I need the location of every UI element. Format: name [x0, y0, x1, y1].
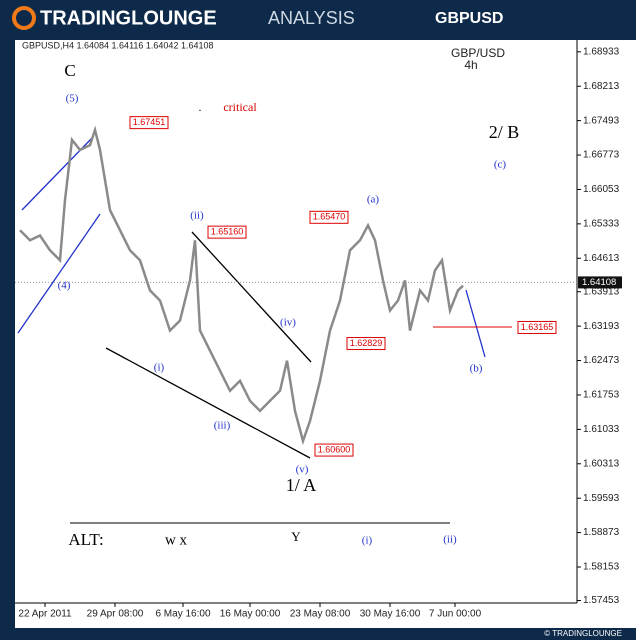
price-label: 1.63165	[521, 322, 554, 332]
x-tick-label: 29 Apr 08:00	[87, 609, 144, 620]
wave-label: (v)	[296, 464, 309, 476]
symbol: GBPUSD	[435, 10, 503, 27]
x-tick-label: 6 May 16:00	[155, 609, 210, 620]
wave-label: w x	[165, 532, 188, 548]
wave-label: ALT:	[68, 530, 103, 549]
x-tick-label: 16 May 00:00	[220, 609, 281, 620]
y-tick-label: 1.65333	[583, 218, 620, 229]
price-box	[129, 116, 169, 130]
current-price-label: 1.64108	[582, 277, 616, 288]
price-label: 1.65470	[313, 212, 346, 222]
wave-label: (5)	[66, 93, 79, 105]
wave-label: (i)	[154, 362, 165, 374]
trend-line	[17, 213, 101, 334]
price-box	[207, 225, 247, 239]
y-tick-label: 1.64613	[583, 253, 620, 264]
y-tick-label: 1.67493	[583, 115, 620, 126]
x-tick-label: 7 Jun 00:00	[429, 609, 482, 620]
wave-label: (iii)	[214, 420, 231, 432]
price-box	[517, 320, 557, 334]
axis-area	[577, 40, 636, 628]
y-tick-label: 1.66773	[583, 150, 620, 161]
price-box	[346, 337, 386, 351]
y-tick-label: 1.66053	[583, 184, 620, 195]
wave-label: C	[64, 61, 75, 80]
logo-icon	[12, 6, 36, 30]
axis-area-x	[15, 603, 577, 628]
brand-suffix: ANALYSIS	[268, 8, 355, 28]
plot-area	[15, 40, 577, 603]
x-tick-label: 22 Apr 2011	[18, 609, 72, 620]
price-label: 1.60600	[318, 444, 351, 454]
trend-line	[191, 231, 312, 363]
wave-label: (c)	[494, 159, 507, 171]
price-line	[19, 125, 464, 446]
y-tick-label: 1.63193	[583, 321, 620, 332]
price-label: 1.62829	[350, 338, 383, 348]
y-tick-label: 1.63913	[583, 286, 620, 297]
wave-label: (ii)	[190, 210, 204, 222]
x-tick-label: 30 May 16:00	[360, 609, 421, 620]
wave-label: 1/ A	[286, 475, 317, 495]
brand: TRADINGLOUNGE	[40, 7, 217, 29]
x-tick-label: 23 May 08:00	[290, 609, 351, 620]
wave-label: critical	[223, 100, 257, 114]
y-tick-label: 1.58153	[583, 562, 620, 573]
price-box	[314, 443, 354, 457]
price-box	[309, 210, 349, 224]
wave-label: Y	[291, 529, 301, 544]
y-tick-label: 1.68213	[583, 81, 620, 92]
y-tick-label: 1.62473	[583, 355, 620, 366]
y-tick-label: 1.57453	[583, 595, 620, 606]
trend-line	[465, 289, 486, 358]
chart-subtitle: GBP/USD	[451, 46, 505, 60]
y-tick-label: 1.68933	[583, 46, 620, 57]
y-tick-label: 1.61033	[583, 424, 620, 435]
y-tick-label: 1.59593	[583, 493, 620, 504]
wave-label: 2/ B	[489, 122, 520, 142]
wave-label: (iv)	[280, 317, 296, 329]
wave-label: (a)	[367, 194, 380, 206]
timeframe: 4h	[464, 58, 477, 72]
wave-label: .	[199, 100, 202, 114]
y-tick-label: 1.58873	[583, 527, 620, 538]
price-label: 1.65160	[211, 227, 244, 237]
price-label: 1.67451	[133, 117, 166, 127]
current-price-box	[578, 276, 622, 289]
chart-title: GBPUSD,H4 1.64084 1.64116 1.64042 1.6410…	[22, 40, 213, 50]
trend-line	[105, 347, 311, 459]
wave-label: (b)	[470, 363, 483, 375]
y-tick-label: 1.60313	[583, 458, 620, 469]
header-bar	[0, 0, 636, 36]
footer: © TRADINGLOUNGE	[544, 629, 622, 638]
wave-label: (4)	[58, 280, 71, 292]
y-tick-label: 1.61753	[583, 390, 620, 401]
wave-label: (i)	[362, 535, 373, 547]
wave-label: (ii)	[443, 534, 457, 546]
